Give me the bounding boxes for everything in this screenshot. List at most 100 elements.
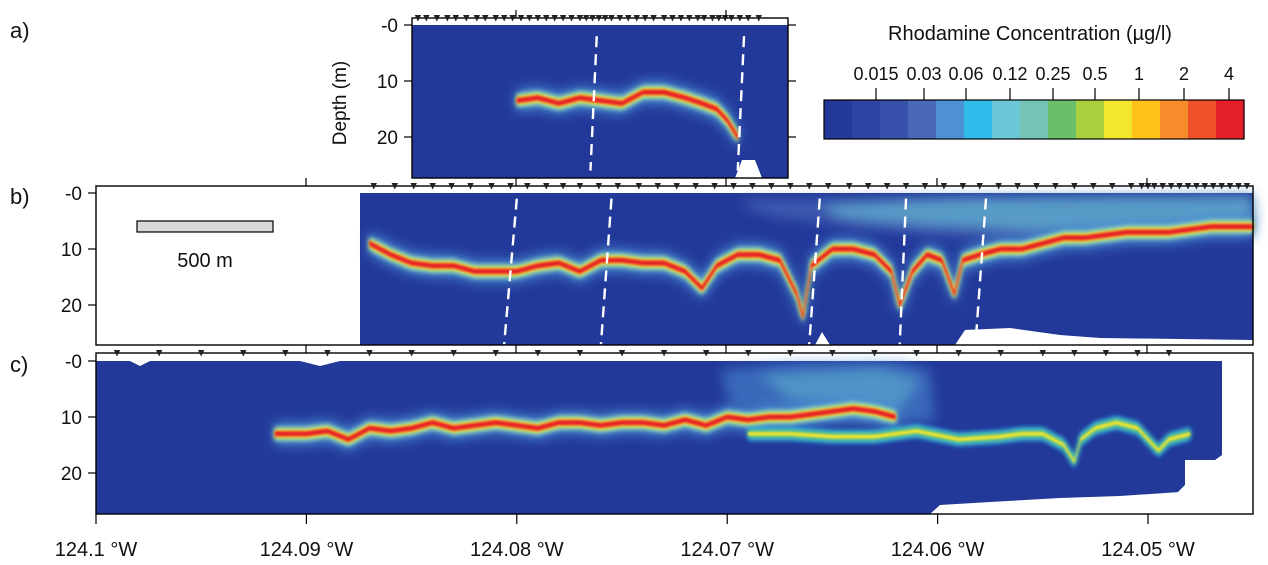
x-tick-label: 124.06 °W <box>891 539 985 561</box>
panel-b-station-marker <box>692 183 699 190</box>
panel-a-station-marker <box>660 15 668 22</box>
panel-c-surface-teal <box>760 368 920 410</box>
panel-b-ytick-10: 10 <box>61 240 82 261</box>
panel-c-station-marker <box>366 350 373 357</box>
panel-a-station-markers <box>414 15 762 22</box>
panel-c-plume2-mid <box>748 419 1191 466</box>
panel-a-ytick-10: 10 <box>377 72 398 93</box>
panel-a-y-axis: -0 10 20 Depth (m) <box>330 16 796 149</box>
panel-a-station-marker <box>728 15 735 22</box>
panel-c-station-marker <box>829 350 836 357</box>
colorbar-frame <box>823 99 1245 140</box>
panel-b-transect-line <box>502 198 518 345</box>
panel-c-station-marker <box>240 350 247 357</box>
scale-bar-label: 500 m <box>177 250 233 272</box>
panel-b-station-marker <box>806 183 813 190</box>
panel-b-station-marker <box>921 183 929 190</box>
panel-c-station-marker <box>745 350 752 357</box>
panel-c-station-marker <box>1071 350 1078 357</box>
panel-a-station-marker <box>755 15 762 22</box>
panel-a-ylabel: Depth (m) <box>330 61 351 145</box>
panel-b-transect-line <box>974 198 988 345</box>
panel-c-y-axis: -0 10 20 <box>61 352 96 485</box>
panel-a-station-marker <box>736 15 744 22</box>
panel-a-station-marker <box>433 15 441 22</box>
panel-b: -0 10 20 500 m <box>61 178 1254 346</box>
colorbar-tick-label: 0.5 <box>1082 64 1107 84</box>
panel-b-station-marker <box>976 183 983 190</box>
panel-a-station-marker <box>473 15 481 22</box>
panel-c-station-marker <box>576 350 584 357</box>
panel-c-station-marker <box>1165 350 1173 357</box>
panel-b-station-marker <box>1243 183 1251 190</box>
panel-b-station-marker <box>1071 183 1078 190</box>
panel-a-plume-core <box>516 90 738 139</box>
panel-b-station-marker <box>448 183 455 190</box>
panel-c-surface-gap <box>96 361 340 366</box>
colorbar-swatch <box>964 100 993 139</box>
panel-c-station-marker <box>618 350 626 357</box>
panel-c-station-markers <box>113 350 1173 357</box>
panel-a-station-marker <box>641 15 649 22</box>
colorbar-swatch <box>824 100 853 139</box>
panel-a-station-marker <box>694 15 701 22</box>
panel-a-plume <box>516 81 738 148</box>
panel-c-station-marker <box>871 350 878 357</box>
panel-label-a: a) <box>10 18 30 43</box>
panel-a-station-marker <box>463 15 470 22</box>
colorbar-tick-label: 2 <box>1179 64 1189 84</box>
panel-b-station-marker <box>673 183 680 190</box>
panel-b-station-marker <box>524 183 531 190</box>
panel-a-station-marker <box>526 15 533 22</box>
panel-b-station-marker <box>488 183 495 190</box>
panel-a-station-marker <box>500 15 508 22</box>
panel-c-ytick-20: 20 <box>61 464 82 485</box>
panel-b-station-marker <box>559 183 567 190</box>
panel-b-station-marker <box>1109 183 1116 190</box>
panel-a-station-marker <box>423 15 430 22</box>
panel-b-station-marker <box>1226 183 1234 190</box>
panel-label-b: b) <box>10 184 30 209</box>
colorbar-swatch <box>1104 100 1133 139</box>
panel-c-station-marker <box>1102 350 1110 357</box>
panel-a-station-marker <box>576 15 584 22</box>
panel-b-station-marker <box>1235 183 1242 190</box>
panel-b-station-marker <box>1138 183 1145 190</box>
panel-a-station-marker <box>608 15 615 22</box>
panel-b-station-marker <box>1201 183 1209 190</box>
panel-c-ytick-0: -0 <box>65 352 82 373</box>
panel-c-station-marker <box>492 350 499 357</box>
x-tick-label: 124.05 °W <box>1101 539 1195 561</box>
panel-a-station-marker <box>568 15 575 22</box>
panel-a-station-marker <box>492 15 499 22</box>
panel-b-station-marker <box>576 183 584 190</box>
scale-bar: 500 m <box>136 220 274 272</box>
panel-c-seafloor-gap <box>930 490 1253 514</box>
colorbar-swatches <box>824 100 1245 139</box>
panel-a-station-marker <box>583 15 590 22</box>
panel-b-station-marker <box>507 183 514 190</box>
panel-b-station-marker <box>543 183 550 190</box>
panel-c: -0 10 20 124.1 °W 124.09 °W 124.08 °W 124.0… <box>55 345 1254 561</box>
panel-b-station-marker <box>370 183 377 190</box>
panel-b-station-marker <box>711 183 718 190</box>
panel-b-station-marker <box>614 183 621 190</box>
panel-b-station-marker <box>595 183 603 190</box>
panel-label-c: c) <box>10 352 28 377</box>
panel-b-station-marker <box>1151 183 1158 190</box>
panel-c-station-marker <box>282 350 289 357</box>
panel-a-station-marker <box>482 15 489 22</box>
x-tick-label: 124.1 °W <box>55 539 138 561</box>
x-tick-label: 124.07 °W <box>680 539 774 561</box>
panel-b-plume <box>369 216 1254 327</box>
colorbar-swatch <box>1160 100 1189 139</box>
panel-b-y-axis: -0 10 20 <box>61 184 96 317</box>
panel-a-station-marker <box>414 15 422 22</box>
colorbar: Rhodamine Concentration (µg/l) 0.015 0.03… <box>823 23 1245 140</box>
panel-a-station-marker <box>534 15 542 22</box>
colorbar-swatch <box>1188 100 1217 139</box>
panel-a-ytick-0: -0 <box>381 16 398 37</box>
panel-a-ytick-20: 20 <box>377 128 398 149</box>
colorbar-tick-label: 4 <box>1224 64 1234 84</box>
panel-b-station-marker <box>391 183 398 190</box>
